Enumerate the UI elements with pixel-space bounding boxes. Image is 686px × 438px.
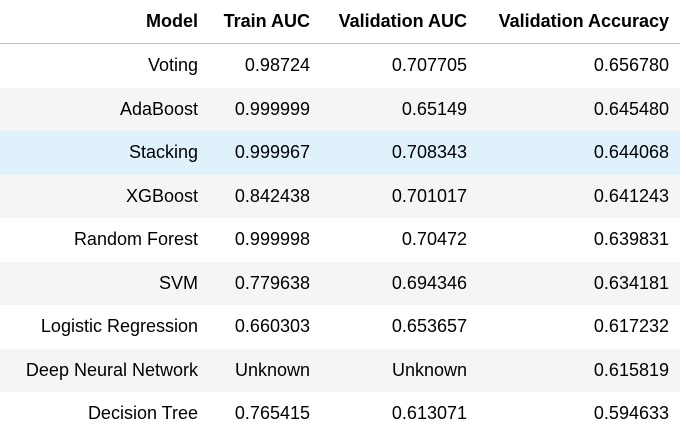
cell-validation-accuracy: 0.644068 (478, 131, 680, 175)
cell-train-auc: 0.98724 (244, 55, 310, 76)
cell-validation-accuracy: 0.645480 (478, 87, 680, 131)
table-row: Voting 0.98724 0.707705 0.656780 (0, 44, 680, 88)
table-row: Logistic Regression 0.660303 0.653657 0.… (0, 305, 680, 349)
cell-model: AdaBoost (0, 87, 209, 131)
cell-validation-accuracy: 0.634181 (478, 261, 680, 305)
column-header-train-auc: Train AUC (209, 0, 321, 44)
cell-model: Voting (147, 55, 198, 76)
table-row: XGBoost 0.842438 0.701017 0.641243 (0, 174, 680, 218)
cell-validation-auc: 0.701017 (321, 174, 478, 218)
table-row-hovered: Stacking 0.999967 0.708343 0.644068 (0, 131, 680, 175)
cell-validation-auc: Unknown (321, 348, 478, 392)
cell-train-auc: 0.779638 (209, 261, 321, 305)
header-row: Model Train AUC Validation AUC Validatio… (0, 0, 680, 44)
cell-validation-auc: 0.613071 (391, 403, 467, 424)
cell-model: Logistic Regression (40, 316, 198, 337)
cell-train-auc: 0.999967 (209, 131, 321, 175)
cell-model: Decision Tree (87, 403, 198, 424)
cell-validation-accuracy: 0.639831 (593, 229, 669, 250)
cell-train-auc: 0.765415 (234, 403, 310, 424)
cell-model: SVM (0, 261, 209, 305)
cell-validation-accuracy: 0.615819 (478, 348, 680, 392)
cell-train-auc: 0.842438 (209, 174, 321, 218)
cell-validation-accuracy: 0.656780 (593, 55, 669, 76)
cell-validation-accuracy: 0.594633 (593, 403, 669, 424)
column-header-model: Model (0, 0, 209, 44)
cell-validation-auc: 0.694346 (321, 261, 478, 305)
cell-validation-auc: 0.70472 (401, 229, 467, 250)
cell-model: Deep Neural Network (0, 348, 209, 392)
table-body: Voting 0.98724 0.707705 0.656780 AdaBoos… (0, 44, 680, 436)
cell-validation-auc: 0.707705 (391, 55, 467, 76)
cell-train-auc: Unknown (209, 348, 321, 392)
cell-validation-accuracy: 0.617232 (593, 316, 669, 337)
cell-validation-auc: 0.653657 (391, 316, 467, 337)
cell-validation-auc: 0.708343 (321, 131, 478, 175)
table-row: SVM 0.779638 0.694346 0.634181 (0, 261, 680, 305)
cell-train-auc: 0.999998 (234, 229, 310, 250)
cell-model: Stacking (0, 131, 209, 175)
column-header-validation-auc: Validation AUC (321, 0, 478, 44)
column-header-validation-accuracy: Validation Accuracy (478, 0, 680, 44)
cell-train-auc: 0.999999 (209, 87, 321, 131)
cell-model: XGBoost (0, 174, 209, 218)
cell-model: Random Forest (73, 229, 198, 250)
table-row: Random Forest 0.999998 0.70472 0.639831 (0, 218, 680, 262)
table-row: Decision Tree 0.765415 0.613071 0.594633 (0, 392, 680, 436)
cell-validation-auc: 0.65149 (321, 87, 478, 131)
table-row: AdaBoost 0.999999 0.65149 0.645480 (0, 87, 680, 131)
cell-train-auc: 0.660303 (234, 316, 310, 337)
table-header: Model Train AUC Validation AUC Validatio… (0, 0, 680, 44)
cell-validation-accuracy: 0.641243 (478, 174, 680, 218)
table-row: Deep Neural Network Unknown Unknown 0.61… (0, 348, 680, 392)
